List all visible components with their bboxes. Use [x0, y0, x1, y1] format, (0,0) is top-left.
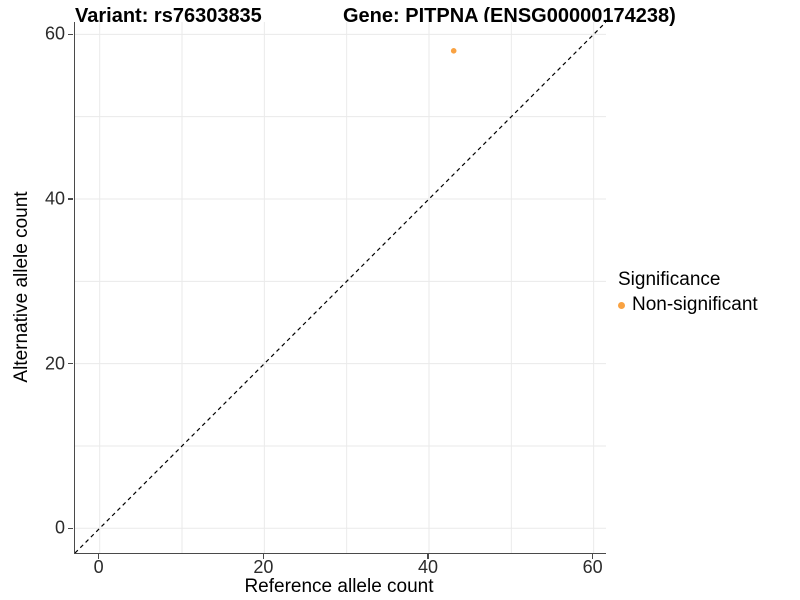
y-tick-mark [68, 527, 73, 530]
x-tick-mark [262, 554, 265, 559]
y-tick-mark [68, 33, 73, 36]
y-tick-label: 60 [44, 23, 65, 44]
y-tick-label: 0 [54, 517, 65, 538]
x-tick-mark [427, 554, 429, 559]
legend-point-icon [618, 301, 625, 309]
data-point [450, 48, 457, 54]
y-tick-label: 20 [44, 353, 65, 374]
x-tick-label: 20 [253, 557, 274, 577]
legend-title: Significance [618, 269, 721, 290]
x-tick-label: 40 [417, 557, 439, 577]
gene-title: Gene: PITPNA (ENSG00000174238) [343, 5, 676, 27]
legend-items: Non-significant [618, 294, 758, 316]
plot-panel [74, 22, 606, 554]
legend-item: Non-significant [618, 294, 758, 316]
x-tick-label: 60 [582, 557, 603, 577]
y-tick-label: 40 [44, 188, 65, 209]
y-tick-mark [68, 198, 73, 200]
variant-title: Variant: rs76303835 [75, 5, 262, 27]
x-tick-mark [591, 554, 594, 559]
x-tick-label: 0 [93, 557, 104, 577]
x-tick-mark [97, 554, 100, 559]
y-tick-mark [68, 362, 73, 365]
plot-area [75, 22, 606, 553]
legend: Significance Non-significant [618, 269, 758, 316]
legend-label: Non-significant [632, 294, 758, 315]
identity-line [75, 22, 606, 553]
x-axis-label: Reference allele count [244, 576, 434, 597]
